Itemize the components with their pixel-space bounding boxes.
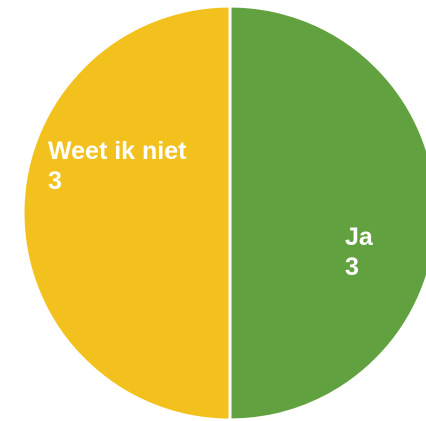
pie-slices — [21, 4, 426, 421]
data-label-category: Ja — [345, 223, 374, 251]
data-label-weet-ik-niet: Weet ik niet 3 — [48, 137, 187, 195]
data-label-category: Weet ik niet — [48, 137, 187, 165]
data-label-value: 3 — [345, 253, 359, 281]
pie-slice-ja — [228, 4, 426, 421]
pie-slice-weet-ik-niet — [21, 4, 232, 421]
data-label-value: 3 — [48, 167, 62, 195]
data-label-ja: Ja 3 — [345, 223, 374, 281]
